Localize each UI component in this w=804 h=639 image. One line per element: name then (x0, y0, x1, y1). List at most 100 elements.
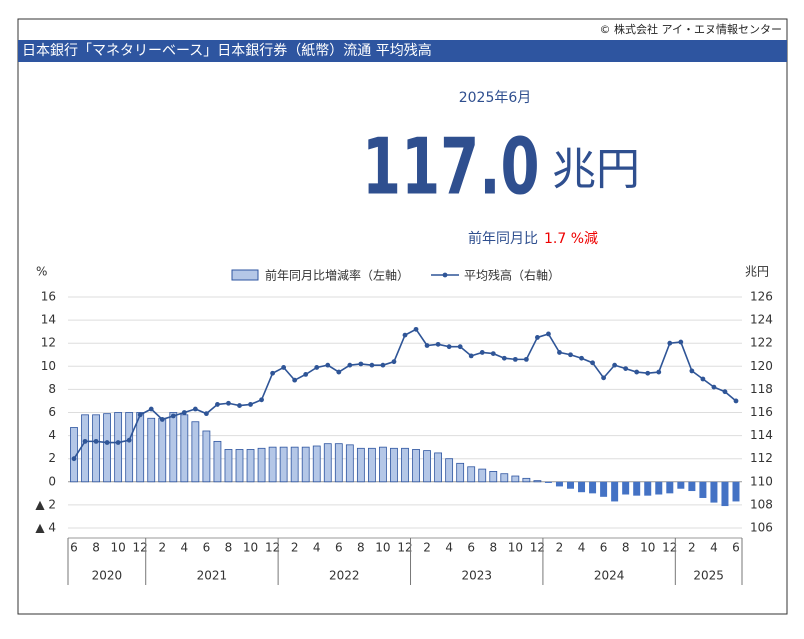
bar (114, 412, 123, 483)
year-label: 2023 (461, 569, 492, 583)
y2-tick-label: 120 (750, 359, 773, 373)
bar (721, 481, 729, 507)
legend-swatch (231, 269, 259, 281)
line-marker (148, 406, 154, 412)
x-tick-label: 4 (313, 541, 321, 555)
x-tick-label: 10 (375, 541, 390, 555)
line-marker (601, 375, 606, 381)
line-marker (170, 413, 176, 419)
bar (633, 481, 641, 496)
line-marker (181, 410, 187, 415)
bar (644, 481, 652, 496)
copyright: © 株式会社 アイ・エヌ情報センター (600, 22, 782, 36)
y2-tick-label: 114 (750, 428, 773, 442)
line-marker (424, 343, 430, 348)
line-marker (722, 389, 728, 395)
y2-unit: 兆円 (745, 265, 769, 279)
bar (478, 468, 487, 483)
y2-tick-label: 112 (750, 451, 773, 465)
x-tick-label: 10 (110, 541, 125, 555)
bar (92, 414, 100, 483)
line-marker (446, 344, 452, 350)
bar (600, 481, 608, 497)
change-label: 前年同月比 (468, 230, 538, 247)
line-marker (259, 397, 264, 403)
line-marker (546, 331, 551, 337)
x-tick-label: 12 (265, 541, 280, 555)
line-marker (579, 355, 584, 361)
x-tick-label: 10 (640, 541, 655, 555)
line-marker (623, 366, 629, 372)
x-tick-label: 8 (357, 541, 365, 555)
line-marker (137, 412, 143, 418)
line-marker (248, 402, 253, 407)
x-tick-label: 4 (578, 541, 586, 555)
period: 2025年6月 (459, 90, 532, 106)
line-marker (347, 362, 353, 368)
line-marker (435, 341, 441, 347)
x-tick-label: 8 (225, 541, 233, 555)
line-marker (380, 362, 386, 368)
bar (136, 412, 145, 483)
line-marker (159, 417, 165, 422)
x-tick-label: 12 (397, 541, 412, 555)
line-marker (325, 362, 331, 368)
bar (246, 449, 255, 483)
bar (356, 447, 365, 483)
x-tick-label: 6 (732, 541, 740, 555)
line-marker (612, 362, 618, 368)
y-unit: % (36, 265, 47, 279)
x-tick-label: 8 (489, 541, 497, 555)
line-marker (71, 456, 77, 462)
bar (412, 449, 420, 483)
bar (467, 466, 476, 483)
bar (589, 481, 597, 494)
line-marker (204, 411, 209, 417)
bar (169, 412, 178, 483)
bar (268, 446, 277, 483)
bar (544, 481, 552, 483)
bar (578, 481, 586, 493)
line-marker (568, 352, 573, 358)
y2-tick-label: 126 (750, 290, 773, 304)
line-marker (215, 402, 220, 407)
x-tick-label: 6 (70, 541, 78, 555)
line-marker (93, 438, 99, 444)
x-tick-label: 2 (556, 541, 564, 555)
bar (224, 449, 233, 483)
year-label: 2021 (197, 569, 228, 583)
line-marker (336, 369, 342, 375)
bar (323, 443, 332, 483)
line-marker (634, 369, 640, 375)
line-marker (645, 370, 651, 376)
line-marker (391, 359, 397, 365)
legend-label: 前年同月比増減率（左軸） (265, 268, 409, 283)
line-marker (402, 332, 408, 338)
x-tick-label: 2 (688, 541, 696, 555)
bar (555, 481, 563, 487)
bar (445, 458, 454, 483)
bar (434, 452, 443, 483)
y2-tick-label: 110 (750, 474, 773, 488)
line-marker (667, 340, 673, 346)
line-marker (82, 438, 88, 444)
line-marker (314, 365, 320, 370)
bar (622, 481, 630, 495)
y-tick-label: 14 (41, 313, 56, 327)
y-tick-label: 2 (48, 451, 56, 465)
line-marker (557, 350, 562, 355)
year-label: 2025 (693, 569, 724, 583)
bar (710, 481, 718, 503)
line-marker (479, 350, 485, 355)
bar (103, 413, 111, 483)
bar (699, 481, 707, 498)
bar (345, 444, 354, 483)
y2-tick-label: 116 (750, 405, 773, 419)
y-tick-label: 12 (41, 336, 56, 350)
line-marker (711, 384, 717, 390)
y-tick-label: 10 (41, 359, 56, 373)
year-label: 2022 (329, 569, 360, 583)
x-tick-label: 4 (710, 541, 718, 555)
x-tick-label: 10 (243, 541, 258, 555)
